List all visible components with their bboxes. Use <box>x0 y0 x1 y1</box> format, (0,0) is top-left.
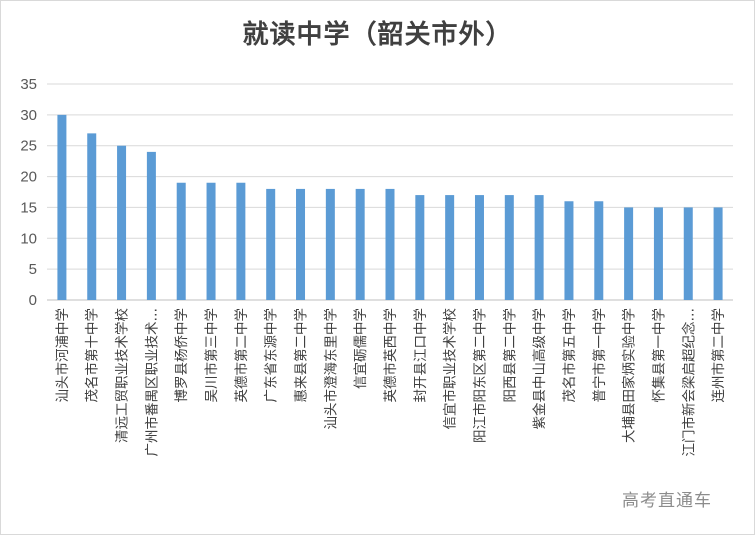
y-tick-label: 20 <box>20 169 37 186</box>
x-tick-label: 紫金县中山高级中学 <box>531 308 548 430</box>
bar <box>117 145 127 300</box>
x-tick-label: 怀集县第一中学 <box>650 308 667 403</box>
bar <box>87 133 97 300</box>
chart-title: 就读中学（韶关市外） <box>242 20 513 50</box>
bar <box>415 195 425 300</box>
y-axis-ticks: 0 5 10 15 20 25 30 35 <box>20 76 37 309</box>
x-tick-label: 汕头市澄海东里中学 <box>322 308 339 430</box>
bar <box>504 195 514 300</box>
y-tick-label: 10 <box>20 230 37 247</box>
x-tick-label: 信宜市职业技术学校 <box>442 308 459 430</box>
bar <box>624 207 634 300</box>
bar-series <box>57 114 723 300</box>
x-tick-label: 连州市第二中学 <box>710 308 727 403</box>
x-tick-label: 普宁市第一中学 <box>591 308 608 403</box>
bar <box>385 188 395 300</box>
bar <box>713 207 723 300</box>
y-tick-label: 35 <box>20 76 37 93</box>
y-tick-label: 25 <box>20 138 37 155</box>
watermark-text: 高考直通车 <box>622 491 712 511</box>
y-tick-label: 5 <box>29 261 37 278</box>
x-tick-label: 惠来县第二中学 <box>293 308 310 403</box>
bar <box>146 151 156 300</box>
x-tick-label: 茂名市第五中学 <box>561 308 578 403</box>
bar <box>266 188 276 300</box>
y-tick-label: 0 <box>29 292 37 309</box>
x-tick-label: 阳江市阳东区第二中学 <box>471 308 488 443</box>
x-tick-label: 英德市英西中学 <box>382 308 399 403</box>
x-tick-label: 博罗县杨侨中学 <box>173 308 190 403</box>
y-tick-label: 30 <box>20 107 37 124</box>
y-tick-label: 15 <box>20 199 37 216</box>
bar <box>653 207 663 300</box>
x-tick-label: 信宜砺儒中学 <box>353 308 369 389</box>
x-tick-label: 广东省东源中学 <box>264 308 280 403</box>
bar <box>355 188 365 300</box>
bar <box>445 195 455 300</box>
bar <box>296 188 306 300</box>
x-tick-label: 阳西县第二中学 <box>501 308 518 403</box>
bar <box>474 195 484 300</box>
x-tick-label: 吴川市第三中学 <box>203 308 220 403</box>
x-tick-label: 汕头市河浦中学 <box>54 308 71 403</box>
x-tick-label: 大埔县田家炳实验中学 <box>621 308 638 443</box>
bar <box>206 182 216 300</box>
x-tick-label: 封开县江口中学 <box>413 308 429 403</box>
x-tick-label: 英德市第二中学 <box>233 308 250 403</box>
bar <box>594 201 604 300</box>
bar <box>236 182 246 300</box>
bar <box>325 188 335 300</box>
x-axis-ticks: 汕头市河浦中学 茂名市第十中学 清远工贸职业技术学校 广州市番禺区职业技术… 博罗县杨侨… <box>54 308 727 457</box>
x-tick-label: 广州市番禺区职业技术… <box>143 308 160 457</box>
x-tick-label: 江门市新会梁启超纪念… <box>680 308 697 457</box>
bar <box>683 207 693 300</box>
bar <box>176 182 186 300</box>
bar <box>564 201 574 300</box>
bar <box>534 195 544 300</box>
bar <box>57 114 67 300</box>
x-tick-label: 茂名市第十中学 <box>84 308 101 403</box>
x-tick-label: 清远工贸职业技术学校 <box>114 308 131 443</box>
